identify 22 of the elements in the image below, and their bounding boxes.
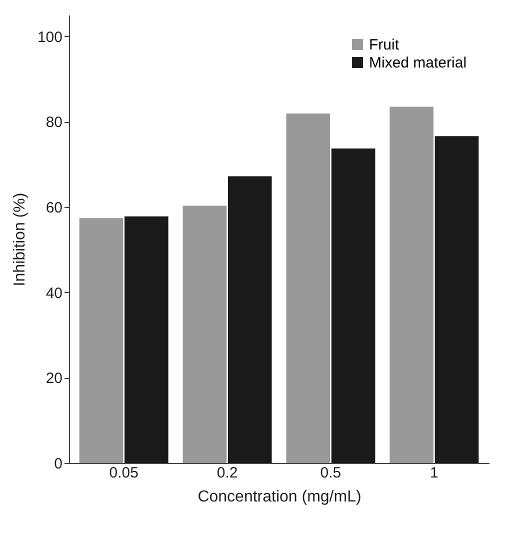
bar [286, 114, 330, 463]
x-axis-title: Concentration (mg/mL) [198, 488, 362, 506]
y-tick-label: 40 [46, 284, 62, 302]
y-axis-title: Inhibition (%) [11, 192, 28, 286]
x-tick-label: 0.05 [109, 464, 138, 482]
legend-label: Mixed material [369, 54, 467, 72]
y-tick-label: 80 [46, 114, 62, 132]
x-tick-label: 0.5 [320, 464, 342, 482]
bar [182, 206, 227, 463]
bar [331, 148, 376, 463]
bar [434, 136, 479, 463]
y-tick-label: 100 [37, 28, 62, 46]
bar [228, 176, 272, 463]
y-tick-label: 0 [54, 456, 62, 472]
y-tick-label: 60 [46, 200, 62, 216]
x-tick-label: 0.2 [216, 464, 238, 482]
y-tick-label: 20 [46, 370, 62, 388]
bar [124, 216, 168, 463]
bar [390, 106, 434, 463]
legend-label: Fruit [369, 36, 400, 54]
x-tick-label: 1 [430, 464, 438, 482]
bar [79, 218, 124, 463]
